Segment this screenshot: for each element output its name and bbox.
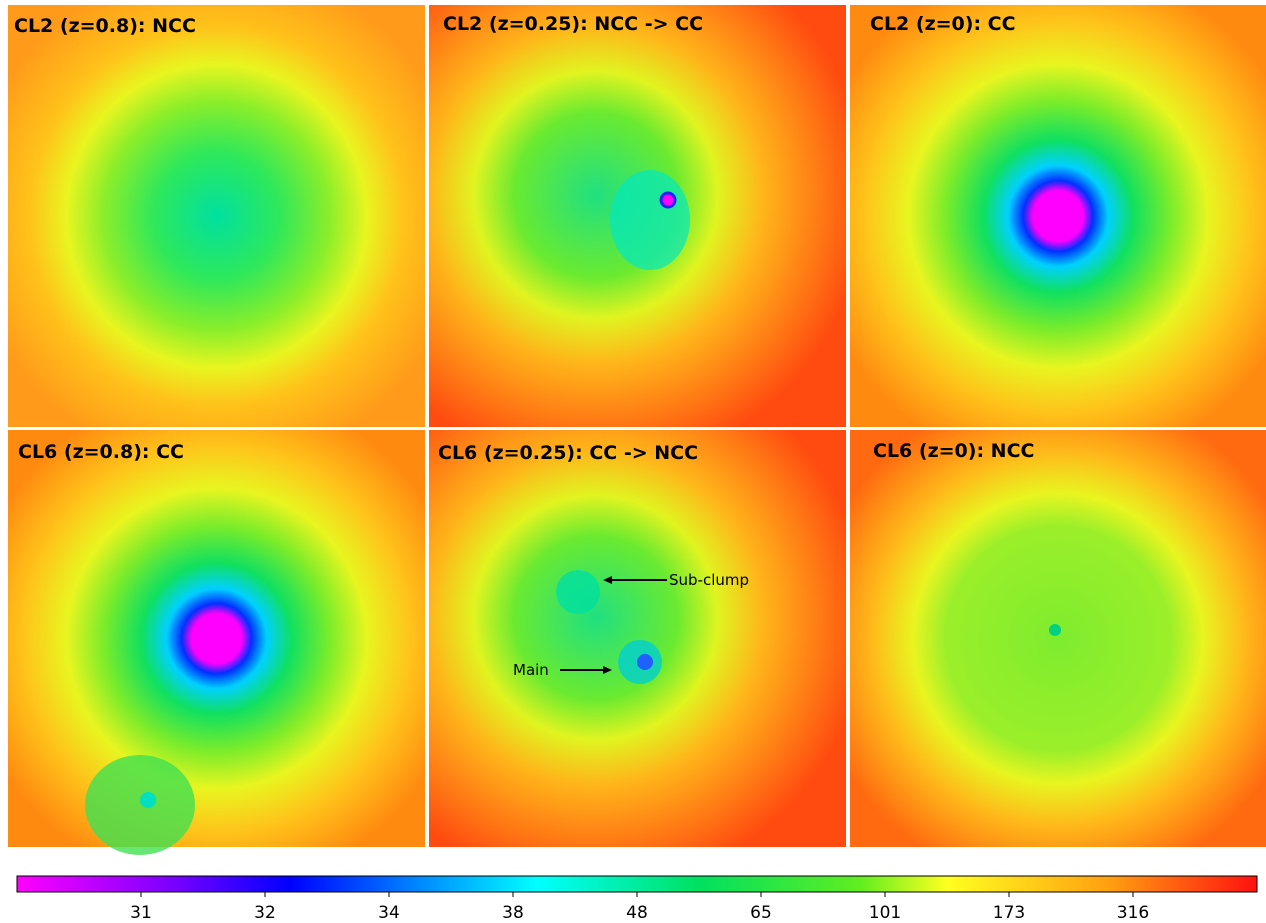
colorbar-ticks: 31 32 34 38 48 65 101 173 316	[130, 892, 1149, 923]
panel: CL6 (z=0): NCC	[850, 430, 1266, 847]
tick-label: 316	[1117, 903, 1149, 923]
panel: CL2 (z=0.8): NCC	[8, 5, 425, 427]
tick-label: 32	[254, 903, 276, 923]
annotation: Main	[513, 661, 549, 679]
panel-title: CL6 (z=0): NCC	[873, 440, 1034, 462]
annotation: Sub-clump	[669, 571, 749, 589]
panel-title: CL6 (z=0.8): CC	[18, 441, 184, 463]
panel-title: CL6 (z=0.25): CC -> NCC	[438, 442, 698, 464]
panel-title: CL2 (z=0): CC	[870, 13, 1016, 35]
panel: CL6 (z=0.8): CC	[8, 430, 425, 855]
tick-label: 48	[626, 903, 648, 923]
tick-label: 173	[993, 903, 1025, 923]
panel-title: CL2 (z=0.8): NCC	[14, 15, 196, 37]
tick-label: 34	[378, 903, 400, 923]
tick-label: 31	[130, 903, 152, 923]
panel: CL2 (z=0): CC	[850, 5, 1266, 427]
tick-label: 101	[869, 903, 901, 923]
tick-label: 38	[502, 903, 524, 923]
panel: CL6 (z=0.25): CC -> NCC Sub-clump Main	[429, 430, 846, 847]
colorbar	[16, 875, 1258, 893]
panel: CL2 (z=0.25): NCC -> CC	[429, 5, 846, 427]
panel-title: CL2 (z=0.25): NCC -> CC	[443, 13, 703, 35]
tick-label: 65	[750, 903, 772, 923]
